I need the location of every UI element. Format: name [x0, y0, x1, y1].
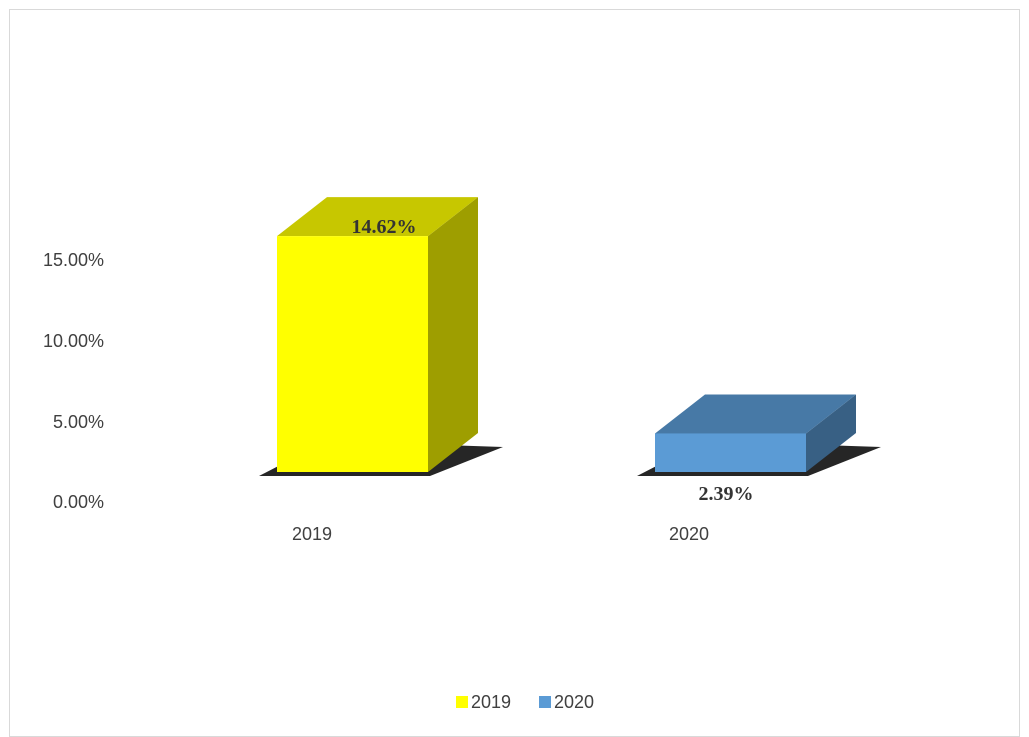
bars — [259, 197, 881, 476]
chart-svg: 0.00% 5.00% 10.00% 15.00% 2019 2020 14.6… — [43, 197, 881, 712]
y-tick-label: 15.00% — [43, 250, 104, 270]
data-label-2020: 2.39% — [699, 483, 754, 505]
x-tick-label-2020: 2020 — [669, 524, 709, 544]
legend-swatch-2020 — [539, 696, 551, 708]
y-axis: 0.00% 5.00% 10.00% 15.00% — [43, 250, 104, 512]
data-label-2019: 14.62% — [352, 216, 417, 238]
chart-area: 0.00% 5.00% 10.00% 15.00% 2019 2020 14.6… — [9, 9, 1020, 737]
legend-label-2020: 2020 — [554, 692, 594, 712]
bar-2020 — [655, 433, 806, 472]
bar-top-2020 — [655, 394, 856, 434]
y-tick-label: 10.00% — [43, 331, 104, 351]
x-axis: 2019 2020 — [292, 524, 709, 544]
y-tick-label: 0.00% — [53, 492, 104, 512]
bar-side-2020 — [806, 394, 856, 472]
legend: 2019 2020 — [456, 692, 594, 712]
bar-side-2019 — [428, 197, 478, 472]
data-labels: 14.62% 2.39% — [352, 216, 754, 505]
legend-swatch-2019 — [456, 696, 468, 708]
bar-2019 — [277, 236, 428, 472]
x-tick-label-2019: 2019 — [292, 524, 332, 544]
y-tick-label: 5.00% — [53, 412, 104, 432]
bar-top-2019 — [277, 197, 478, 237]
legend-label-2019: 2019 — [471, 692, 511, 712]
